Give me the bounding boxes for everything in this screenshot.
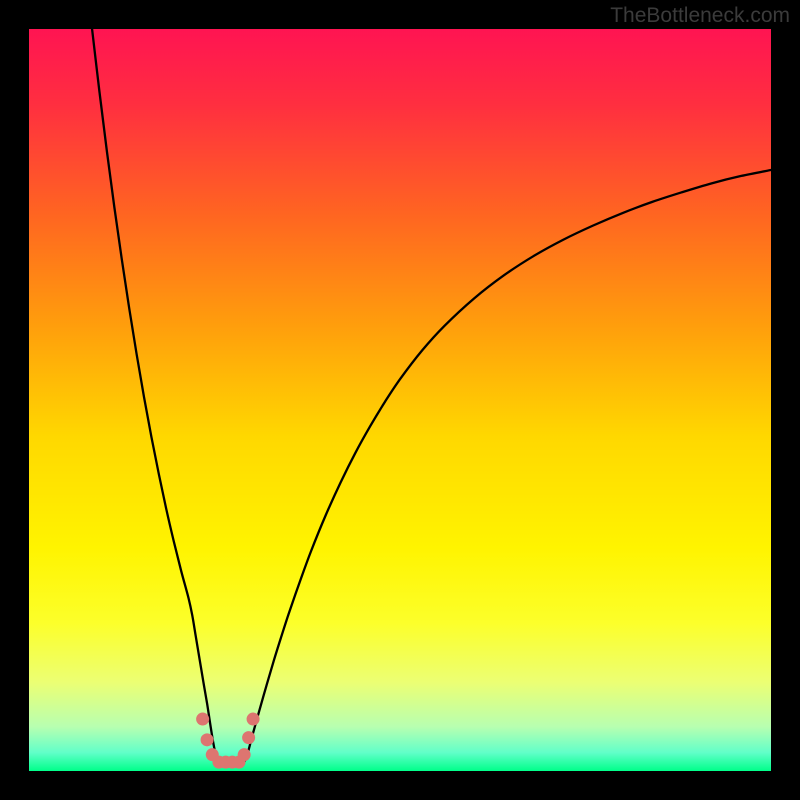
bottleneck-chart xyxy=(29,29,771,771)
marker-dot xyxy=(242,731,255,744)
marker-dot xyxy=(196,713,209,726)
marker-dot xyxy=(201,733,214,746)
marker-dot xyxy=(238,748,251,761)
watermark-text: TheBottleneck.com xyxy=(610,4,790,28)
chart-background xyxy=(29,29,771,771)
marker-dot xyxy=(247,713,260,726)
